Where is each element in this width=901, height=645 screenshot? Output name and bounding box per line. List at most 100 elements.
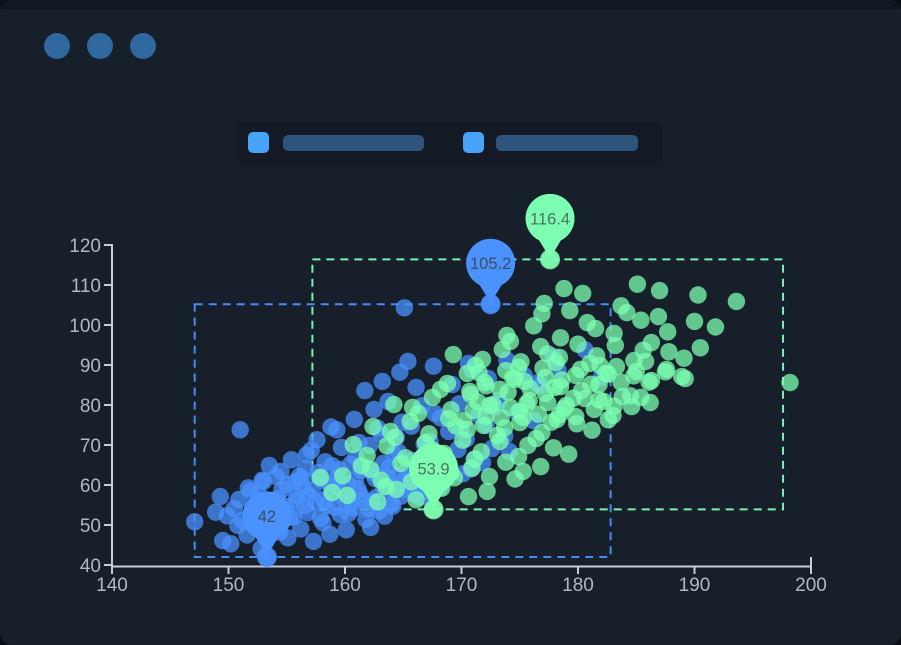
scatter-point[interactable] <box>338 486 356 505</box>
scatter-point[interactable] <box>660 343 678 361</box>
scatter-point[interactable] <box>551 377 570 396</box>
scatter-point[interactable] <box>365 400 383 419</box>
mark-pin-105.2[interactable]: 105.2 <box>466 238 516 315</box>
scatter-point[interactable] <box>781 373 799 392</box>
scatter-point[interactable] <box>582 375 600 393</box>
scatter-point[interactable] <box>444 345 462 364</box>
scatter-point[interactable] <box>491 380 509 399</box>
scatter-point[interactable] <box>657 360 676 379</box>
scatter-point[interactable] <box>211 487 229 506</box>
mark-pin-42[interactable]: 42 <box>242 491 292 568</box>
scatter-point[interactable] <box>560 445 578 463</box>
scatter-point[interactable] <box>403 398 422 417</box>
scatter-point[interactable] <box>424 357 443 375</box>
scatter-point[interactable] <box>650 281 669 300</box>
scatter-point[interactable] <box>461 382 479 401</box>
scatter-point[interactable] <box>574 284 592 303</box>
scatter-point[interactable] <box>372 471 390 489</box>
scatter-point[interactable] <box>567 407 585 426</box>
scatter-point[interactable] <box>214 531 232 550</box>
scatter-point[interactable] <box>536 368 555 387</box>
scatter-point[interactable] <box>426 404 444 423</box>
scatter-point[interactable] <box>304 532 323 551</box>
scatter-point[interactable] <box>351 485 369 503</box>
scatter-point[interactable] <box>632 388 650 407</box>
scatter-point[interactable] <box>297 446 316 464</box>
scatter-point[interactable] <box>583 421 601 439</box>
scatter-point[interactable] <box>186 513 204 531</box>
scatter-point[interactable] <box>685 312 704 331</box>
scatter-point[interactable] <box>438 374 457 393</box>
scatter-point[interactable] <box>691 339 709 357</box>
scatter-point[interactable] <box>591 356 609 375</box>
scatter-point[interactable] <box>361 460 380 479</box>
scatter-point[interactable] <box>551 329 570 347</box>
scatter-point[interactable] <box>207 503 225 521</box>
mark-pin-53.9[interactable]: 53.9 <box>409 443 459 520</box>
scatter-point[interactable] <box>480 467 499 486</box>
scatter-point[interactable] <box>474 416 493 435</box>
scatter-point[interactable] <box>407 378 425 397</box>
scatter-point[interactable] <box>521 379 539 398</box>
scatter-point[interactable] <box>535 294 553 313</box>
window-control-dot-2[interactable] <box>87 33 113 59</box>
scatter-point[interactable] <box>356 381 374 400</box>
scatter-point[interactable] <box>488 426 507 445</box>
scatter-point[interactable] <box>498 326 516 345</box>
scatter-point[interactable] <box>282 451 301 469</box>
scatter-point[interactable] <box>345 410 363 429</box>
scatter-point[interactable] <box>511 413 529 432</box>
scatter-point[interactable] <box>612 297 630 315</box>
scatter-point[interactable] <box>368 493 387 511</box>
scatter-point[interactable] <box>659 323 677 341</box>
scatter-point[interactable] <box>473 350 492 369</box>
scatter-point[interactable] <box>465 450 483 469</box>
scatter-point[interactable] <box>395 299 414 317</box>
scatter-point[interactable] <box>632 311 650 329</box>
scatter-point[interactable] <box>628 275 647 293</box>
scatter-point[interactable] <box>442 401 460 419</box>
scatter-point[interactable] <box>612 373 630 391</box>
scatter-point[interactable] <box>605 324 623 343</box>
scatter-point[interactable] <box>673 367 691 386</box>
scatter-point[interactable] <box>373 372 391 391</box>
scatter-point[interactable] <box>548 410 566 429</box>
scatter-point[interactable] <box>567 366 585 385</box>
scatter-point[interactable] <box>470 363 488 382</box>
scatter-point[interactable] <box>464 401 482 420</box>
scatter-point[interactable] <box>519 436 537 455</box>
scatter-point[interactable] <box>509 358 528 377</box>
scatter-point[interactable] <box>323 483 341 502</box>
scatter-point[interactable] <box>506 470 524 488</box>
scatter-point[interactable] <box>544 439 563 457</box>
scatter-point[interactable] <box>478 482 496 501</box>
scatter-point[interactable] <box>381 422 400 441</box>
window-control-dot-1[interactable] <box>44 33 70 59</box>
scatter-point[interactable] <box>555 279 573 298</box>
window-control-dot-3[interactable] <box>130 33 156 59</box>
scatter-point[interactable] <box>532 457 550 476</box>
scatter-point[interactable] <box>385 395 403 414</box>
scatter-point[interactable] <box>689 286 707 304</box>
scatter-point[interactable] <box>569 335 587 353</box>
scatter-point[interactable] <box>308 431 326 449</box>
scatter-point[interactable] <box>501 398 520 417</box>
scatter-point[interactable] <box>561 301 579 320</box>
scatter-point[interactable] <box>675 349 693 367</box>
scatter-point[interactable] <box>594 392 613 411</box>
scatter-point[interactable] <box>364 417 382 436</box>
scatter-point[interactable] <box>586 319 605 338</box>
scatter-point[interactable] <box>642 371 661 390</box>
scatter-point[interactable] <box>382 495 401 513</box>
scatter-point[interactable] <box>604 406 622 425</box>
scatter-point[interactable] <box>407 491 425 509</box>
scatter-point[interactable] <box>636 352 655 371</box>
scatter-point[interactable] <box>547 353 565 372</box>
scatter-point[interactable] <box>484 395 502 414</box>
scatter-point[interactable] <box>311 468 330 487</box>
scatter-point[interactable] <box>529 405 548 423</box>
scatter-point[interactable] <box>267 467 285 486</box>
scatter-point[interactable] <box>322 418 340 436</box>
scatter-point[interactable] <box>539 393 557 412</box>
